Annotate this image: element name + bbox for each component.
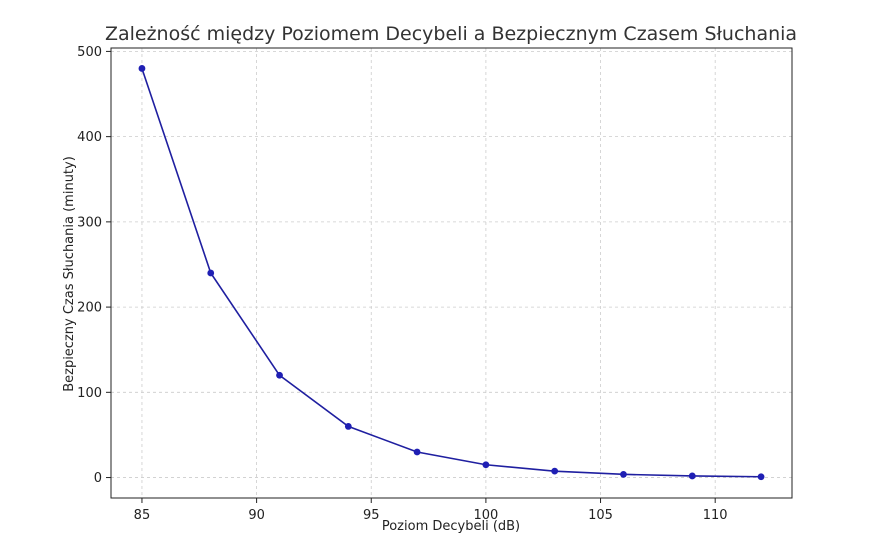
- data-point-112: [757, 473, 765, 481]
- y-tick-label: 200: [77, 301, 102, 316]
- y-tick-label: 0: [94, 471, 102, 486]
- y-tick-label: 500: [77, 45, 102, 60]
- data-point-106: [620, 470, 627, 478]
- y-axis-label: Bezpieczny Czas Słuchania (minuty): [62, 156, 77, 392]
- y-tick-label: 400: [77, 130, 102, 145]
- x-tick-label: 90: [248, 508, 265, 523]
- data-point-97: [413, 448, 421, 456]
- axes: 85 90 95 100 105 110 0 100 200 300 400 500: [77, 45, 793, 523]
- data-point-88: [207, 269, 215, 277]
- data-point-103: [551, 467, 559, 475]
- data-point-85: [138, 65, 146, 72]
- x-tick-label: 105: [588, 508, 613, 523]
- x-tick-label: 110: [703, 508, 728, 523]
- grid: [111, 48, 792, 498]
- series-line: [141, 68, 762, 478]
- y-tick-label: 100: [77, 386, 102, 401]
- plot-frame: [110, 47, 793, 499]
- data-point-94: [344, 423, 352, 430]
- series-layer: [138, 65, 765, 481]
- x-tick-label: 95: [363, 508, 380, 523]
- y-tick-label: 300: [77, 215, 102, 230]
- data-point-91: [276, 371, 283, 379]
- x-tick-label: 85: [134, 508, 151, 523]
- data-point-109: [688, 472, 696, 480]
- x-tick-label: 100: [473, 508, 498, 523]
- chart-title: Zależność między Poziomem Decybeli a Bez…: [105, 23, 797, 45]
- data-point-100: [482, 461, 490, 469]
- x-axis-label: Poziom Decybeli (dB): [382, 519, 520, 534]
